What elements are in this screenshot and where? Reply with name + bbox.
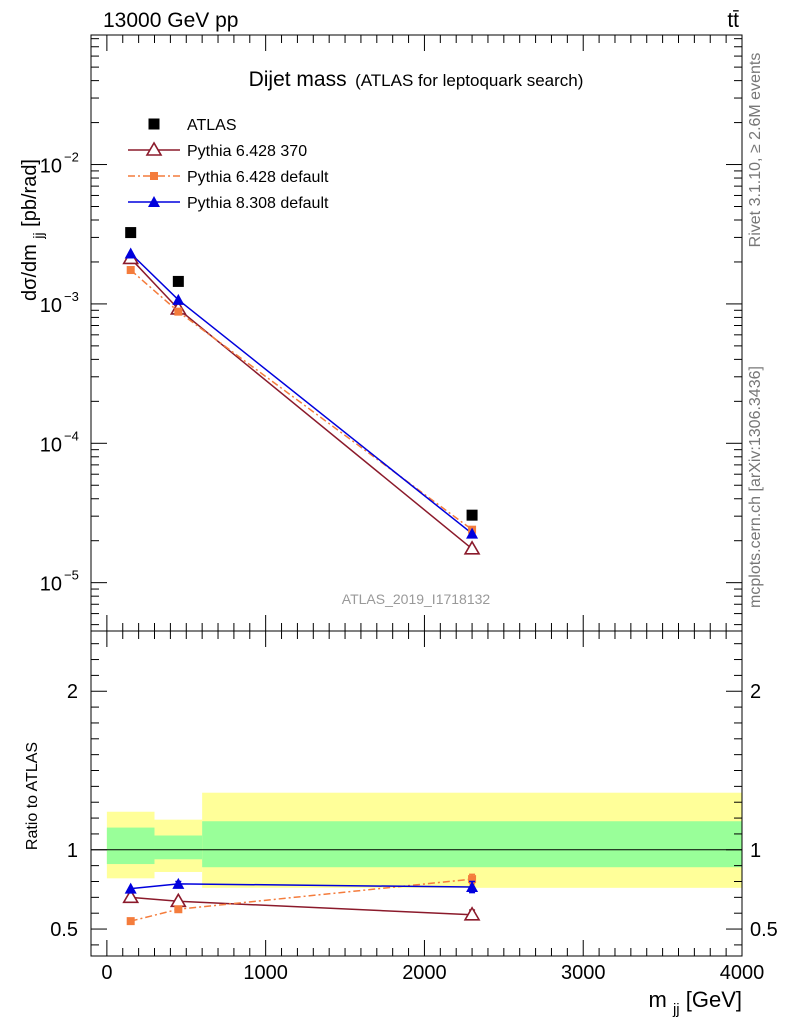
ratio-panel: 0 1000 2000 3000 4000 0.5 0.5 1 1 2 2 Ratio to ATL… [24, 630, 778, 1019]
y-tick-label-left: 2 [67, 681, 78, 703]
y-tick-label-exponent: −3 [64, 289, 79, 304]
y-tick-label-left: 0.5 [50, 919, 78, 941]
data-point [124, 247, 137, 259]
x-tick-label: 4000 [720, 962, 765, 984]
header-energy: 13000 GeV pp [103, 9, 238, 32]
data-point [172, 293, 185, 305]
data-point [172, 275, 184, 287]
watermark-label: ATLAS_2019_I1718132 [342, 591, 491, 607]
data-point [466, 509, 478, 521]
y-tick-label-right: 1 [750, 840, 761, 862]
legend-label: Pythia 6.428 370 [187, 143, 307, 160]
inner-band [202, 821, 742, 868]
y-tick-label-exponent: −2 [64, 150, 79, 165]
y-tick-label: 10 [40, 574, 62, 596]
main-axis-ticks: 10−510−410−310−2 [40, 35, 743, 631]
data-point [126, 266, 135, 275]
ratio-point [126, 917, 135, 926]
legend-marker [148, 118, 160, 130]
data-point [125, 227, 137, 239]
ratio-point [122, 888, 140, 904]
ratio-point [466, 881, 479, 893]
mcplots-label: mcplots.cern.ch [arXiv:1306.3436] [747, 366, 764, 608]
y-tick-label-left: 1 [67, 840, 78, 862]
ratio-y-axis-label: Ratio to ATLAS [24, 742, 41, 850]
x-tick-label: 3000 [561, 962, 606, 984]
legend-marker [145, 141, 163, 156]
legend-marker [148, 196, 160, 207]
y-tick-label: 10 [40, 156, 62, 178]
ratio-point [468, 875, 477, 884]
y-tick-label: 10 [40, 295, 62, 317]
y-tick-label-exponent: −5 [64, 568, 79, 583]
x-tick-label: 0 [101, 962, 112, 984]
data-point [463, 540, 481, 555]
main-y-axis-label: dσ/dm jj [pb/rad] [19, 159, 48, 301]
y-tick-label-exponent: −4 [64, 428, 79, 443]
ratio-point [172, 877, 185, 889]
x-tick-label: 1000 [243, 962, 288, 984]
ratio-series [122, 873, 481, 926]
legend-marker [150, 172, 158, 180]
x-tick-label: 2000 [402, 962, 447, 984]
y-tick-label-right: 0.5 [750, 919, 778, 941]
ratio-point [174, 905, 183, 914]
uncertainty-bands [91, 792, 742, 888]
ratio-axis-ticks: 0 1000 2000 3000 4000 0.5 0.5 1 1 2 2 [50, 631, 778, 984]
inner-band [106, 827, 155, 865]
legend-label: Pythia 8.308 default [187, 195, 329, 212]
y-tick-label: 10 [40, 434, 62, 456]
legend-label: ATLAS [187, 117, 237, 134]
data-point [466, 527, 479, 539]
ratio-point [124, 882, 137, 894]
legend: ATLAS Pythia 6.428 370 Pythia 6.428 defaul… [128, 117, 329, 212]
header-process: tt̄ [727, 9, 739, 32]
main-panel: 10−510−410−310−2 Dijet mass (ATLAS for l… [19, 34, 743, 632]
y-tick-label-right: 2 [750, 681, 761, 703]
x-axis-label: m jj [GeV] [649, 987, 743, 1019]
chart-title: Dijet mass (ATLAS for leptoquark search) [249, 68, 584, 91]
legend-label: Pythia 6.428 default [187, 169, 329, 186]
ratio-frame [90, 630, 743, 957]
rivet-label: Rivet 3.1.10, ≥ 2.6M events [747, 53, 764, 248]
data-point [174, 307, 183, 316]
inner-band [154, 835, 203, 860]
main-series [122, 227, 481, 555]
ratio-point [463, 906, 481, 921]
